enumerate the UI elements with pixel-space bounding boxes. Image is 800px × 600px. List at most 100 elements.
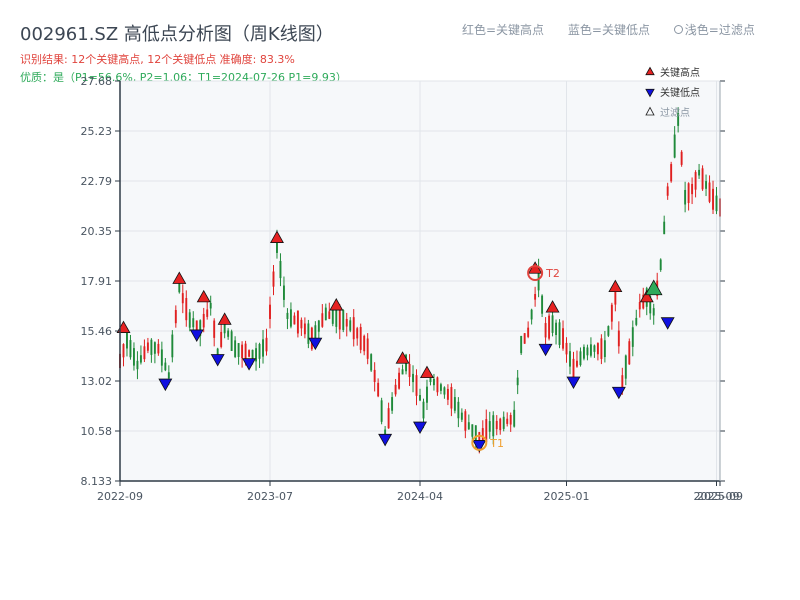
key-high-marker — [217, 312, 232, 325]
key-high-marker — [329, 298, 344, 311]
candle-body — [429, 376, 432, 383]
candle-body — [230, 331, 233, 351]
candle-body — [237, 343, 240, 357]
candle-body — [705, 181, 708, 189]
key-high-marker — [196, 289, 211, 303]
candle-body — [446, 388, 449, 400]
candle-body — [509, 415, 512, 425]
candle-body — [492, 415, 495, 437]
candle-body — [631, 327, 634, 347]
candle-body — [265, 337, 268, 352]
legend-high-icon — [645, 66, 655, 76]
legend-filtered-label: 浅色=过滤点 — [684, 23, 755, 37]
candle-body — [356, 328, 359, 339]
candle-body — [398, 372, 401, 389]
candle-body — [659, 259, 662, 271]
candle-body — [635, 317, 638, 325]
candle-body — [150, 339, 153, 355]
candle-body — [534, 293, 537, 300]
candle-body — [269, 304, 271, 319]
candle-body — [460, 412, 463, 420]
candle-body — [209, 302, 212, 309]
candle-body — [443, 387, 446, 395]
y-tick-label: 25.23 — [81, 125, 113, 138]
key-low-marker — [566, 376, 581, 390]
candle-body — [474, 425, 477, 444]
candle-body — [495, 420, 498, 430]
candle-body — [628, 341, 631, 365]
candle-body — [146, 342, 149, 351]
x-tick-label: 2025-09 — [697, 490, 743, 503]
candle-body — [307, 323, 310, 344]
x-tick-label: 2025-01 — [544, 490, 590, 503]
candle-body — [188, 312, 191, 328]
candle-body — [328, 311, 331, 319]
x-tick-label: 2024-04 — [397, 490, 443, 503]
candle-body — [349, 320, 352, 331]
candle-body — [596, 343, 599, 355]
candle-body — [607, 326, 610, 336]
candle-body — [576, 360, 578, 367]
candle-body — [199, 320, 202, 337]
candle-body — [391, 397, 394, 411]
candle-body — [412, 373, 414, 383]
candle-body — [715, 195, 718, 212]
candle-body — [380, 400, 383, 422]
candle-body — [401, 369, 404, 375]
candle-body — [610, 304, 613, 322]
candle-body — [422, 401, 425, 419]
candle-body — [701, 168, 704, 190]
key-low-marker — [308, 337, 323, 351]
top-legend: 红色=关键高点 蓝色=关键低点 浅色=过滤点 — [462, 21, 775, 38]
candle-body — [569, 351, 571, 367]
candle-body — [551, 315, 554, 333]
candle-body — [708, 182, 711, 202]
candle-body — [579, 351, 582, 366]
candle-body — [370, 354, 373, 371]
candle-body — [394, 384, 397, 395]
candle-body — [192, 318, 195, 328]
annotation-circle — [471, 434, 488, 451]
candle-body — [331, 308, 334, 324]
candle-body — [178, 282, 181, 293]
candle-body — [153, 342, 156, 354]
candle-body — [223, 319, 226, 334]
candle-body — [202, 313, 205, 328]
candle-body — [520, 335, 523, 354]
candle-body — [363, 335, 366, 352]
candle-body — [593, 345, 596, 352]
circle-icon — [673, 25, 683, 34]
candle-body — [213, 320, 216, 338]
candle-body — [712, 188, 714, 210]
key-high-marker — [639, 289, 654, 303]
candle-body — [562, 328, 564, 349]
candle-body — [279, 260, 282, 279]
recognition-result: 识别结果: 12个关键高点, 12个关键低点 准确度: 83.3% — [20, 53, 295, 66]
candle-body — [450, 387, 453, 409]
candle-body — [513, 409, 516, 427]
candle-body — [670, 164, 673, 182]
candle-body — [544, 323, 547, 338]
candle-body — [488, 421, 491, 432]
annotation-label: T1 — [489, 437, 504, 450]
candle-body — [282, 285, 285, 300]
y-tick-label: 15.46 — [81, 325, 113, 338]
candle-body — [352, 317, 355, 340]
y-tick-label: 20.35 — [81, 225, 113, 238]
key-low-marker — [378, 433, 393, 447]
candle-body — [502, 416, 505, 429]
candle-body — [321, 313, 324, 327]
candle-body — [541, 295, 544, 314]
candle-body — [164, 362, 167, 371]
candle-body — [617, 330, 620, 347]
candles-layer — [119, 107, 721, 454]
key-low-marker — [413, 421, 427, 435]
candle-body — [624, 355, 627, 379]
candle-body — [485, 419, 488, 442]
candle-body — [160, 349, 163, 366]
candle-body — [293, 315, 296, 325]
page-title: 002961.SZ 高低点分析图（周K线图） — [20, 24, 334, 45]
candle-body — [248, 350, 251, 357]
candle-body — [251, 349, 254, 359]
